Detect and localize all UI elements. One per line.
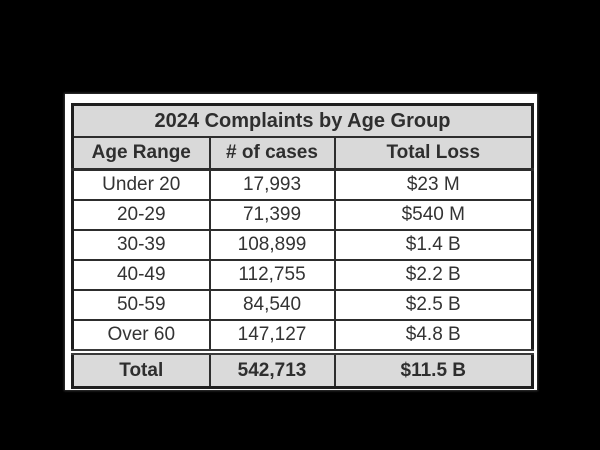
cell-age-range: Under 20 [71,168,211,201]
cell-num-cases: 147,127 [208,319,336,353]
cell-total-cases: 542,713 [208,349,336,389]
cell-age-range: Over 60 [71,319,211,353]
cell-total-loss: $23 M [333,168,534,201]
table-row: Over 60 147,127 $4.8 B [71,319,534,353]
cell-total-loss: $540 M [333,199,534,231]
table-row: 30-39 108,899 $1.4 B [71,229,534,261]
cell-age-range: 50-59 [71,289,211,321]
cell-num-cases: 17,993 [208,168,336,201]
column-header-total-loss: Total Loss [333,136,534,171]
table-row: 40-49 112,755 $2.2 B [71,259,534,291]
cell-age-range: 40-49 [71,259,211,291]
cell-age-range: 20-29 [71,199,211,231]
cell-total-label: Total [71,349,211,389]
cell-total-loss: $1.4 B [333,229,534,261]
table-total-row: Total 542,713 $11.5 B [71,349,534,389]
cell-total-loss: $11.5 B [333,349,534,389]
cell-total-loss: $2.5 B [333,289,534,321]
table-row: 50-59 84,540 $2.5 B [71,289,534,321]
cell-total-loss: $2.2 B [333,259,534,291]
table-row: Under 20 17,993 $23 M [71,168,534,201]
cell-age-range: 30-39 [71,229,211,261]
cell-num-cases: 84,540 [208,289,336,321]
complaints-table: 2024 Complaints by Age Group Age Range #… [71,103,535,389]
cell-num-cases: 112,755 [208,259,336,291]
column-header-num-cases: # of cases [208,136,336,171]
table-title-row: 2024 Complaints by Age Group [71,103,534,138]
cell-num-cases: 71,399 [208,199,336,231]
table-title: 2024 Complaints by Age Group [71,103,534,138]
table-header-row: Age Range # of cases Total Loss [71,136,534,171]
table-row: 20-29 71,399 $540 M [71,199,534,231]
cell-num-cases: 108,899 [208,229,336,261]
cell-total-loss: $4.8 B [333,319,534,353]
column-header-age-range: Age Range [71,136,211,171]
